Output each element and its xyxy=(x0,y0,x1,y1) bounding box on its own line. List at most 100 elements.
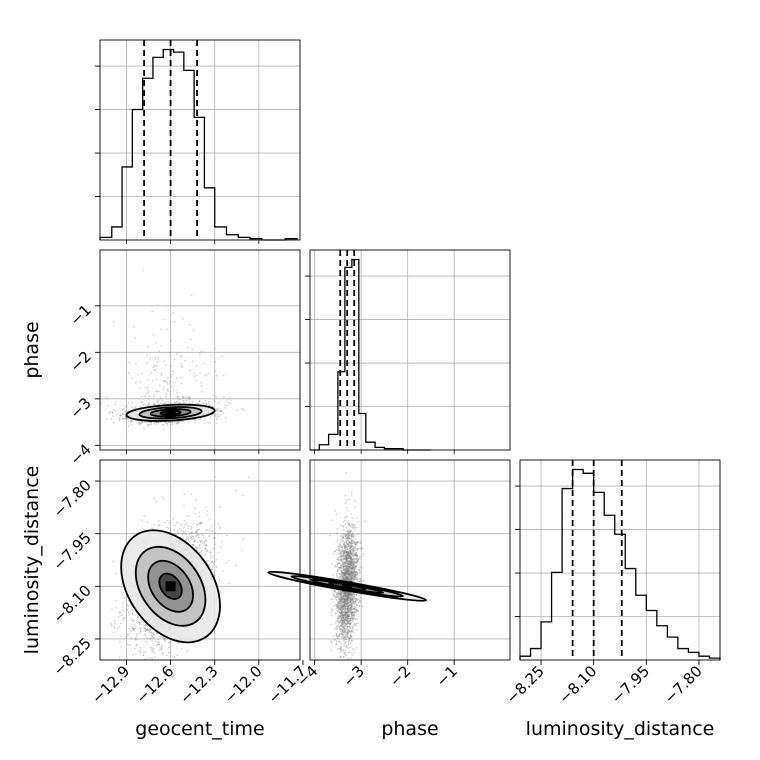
panel-phase-vs-geocent-time-point xyxy=(126,417,128,420)
panel-phase-vs-geocent-time-point xyxy=(147,423,149,426)
panel-phase-vs-geocent-time-point xyxy=(192,400,194,403)
panel-phase-vs-geocent-time-point xyxy=(180,363,182,366)
panel-lumdist-vs-geocent-time-point xyxy=(199,540,202,543)
panel-phase-vs-geocent-time-point xyxy=(151,310,154,313)
panel-lumdist-vs-geocent-time-point xyxy=(144,657,147,660)
panel-phase-vs-geocent-time-point xyxy=(136,373,139,376)
panel-phase-vs-geocent-time-point xyxy=(166,328,168,331)
panel-lumdist-vs-geocent-time-point xyxy=(164,638,166,641)
panel-hist-phase-grid xyxy=(310,250,510,450)
panel-phase-vs-geocent-time-point xyxy=(145,393,148,395)
panel-phase-vs-geocent-time-point xyxy=(131,377,134,379)
panel-lumdist-vs-geocent-time-point xyxy=(180,528,183,531)
panel-lumdist-vs-geocent-time-point xyxy=(195,499,198,502)
panel-phase-vs-geocent-time-point xyxy=(215,414,217,417)
panel-phase-vs-geocent-time-point xyxy=(227,401,230,404)
panel-phase-vs-geocent-time-point xyxy=(176,421,179,424)
panel-phase-vs-geocent-time-point xyxy=(216,413,219,416)
panel-lumdist-vs-geocent-time-point xyxy=(248,476,250,479)
panel-lumdist-vs-geocent-time-point xyxy=(191,543,194,546)
panel-hist-geocent-time-frame xyxy=(99,39,301,241)
panel-phase-vs-geocent-time-point xyxy=(215,395,217,398)
panel-lumdist-vs-geocent-time-point xyxy=(208,530,211,533)
panel-lumdist-vs-geocent-time-point xyxy=(184,530,187,532)
panel-lumdist-vs-geocent-time-point xyxy=(192,537,195,539)
panel-phase-vs-geocent-time-point xyxy=(140,400,143,403)
panel-lumdist-vs-geocent-time-point xyxy=(140,519,143,522)
panel-phase-vs-geocent-time-point xyxy=(207,400,210,403)
panel-lumdist-vs-geocent-time-point xyxy=(165,654,168,657)
panel-lumdist-vs-geocent-time-point xyxy=(206,510,209,512)
panel-phase-vs-geocent-time-point xyxy=(220,410,222,413)
panel-phase-vs-geocent-time-point xyxy=(149,404,152,406)
panel-phase-vs-geocent-time-point xyxy=(106,397,108,399)
panel-lumdist-vs-geocent-time-point xyxy=(137,621,140,623)
panel-phase-vs-geocent-time-point xyxy=(160,328,163,331)
panel-lumdist-vs-geocent-time-point xyxy=(118,626,121,629)
panel-lumdist-vs-geocent-time-point xyxy=(197,549,199,552)
panel-phase-vs-geocent-time-point xyxy=(130,420,133,423)
panel-phase-vs-geocent-time-point xyxy=(163,318,165,321)
panel-lumdist-vs-geocent-time-point xyxy=(131,608,133,611)
panel-phase-vs-geocent-time-point xyxy=(227,404,229,407)
panel-phase-vs-geocent-time-point xyxy=(217,408,219,410)
panel-lumdist-vs-geocent-time-point xyxy=(190,493,193,495)
panel-lumdist-vs-geocent-time-point xyxy=(208,518,211,521)
panel-phase-vs-geocent-time-point xyxy=(130,423,133,426)
panel-lumdist-vs-geocent-time-point xyxy=(177,532,180,535)
panel-lumdist-vs-geocent-time-point xyxy=(152,650,154,652)
panel-lumdist-vs-geocent-time-point xyxy=(202,534,204,537)
panel-phase-vs-geocent-time-point xyxy=(166,423,169,426)
panel-lumdist-vs-geocent-time-point xyxy=(148,656,151,659)
panel-lumdist-vs-geocent-time-point xyxy=(112,560,115,563)
panel-lumdist-vs-geocent-time-point xyxy=(226,534,229,536)
panel-lumdist-vs-geocent-time-point xyxy=(131,619,134,622)
panel-phase-vs-geocent-time-point xyxy=(167,309,170,312)
panel-lumdist-vs-geocent-time-point xyxy=(195,535,197,537)
panel-lumdist-vs-geocent-time-point xyxy=(117,616,120,618)
panel-phase-vs-geocent-time-point xyxy=(147,345,150,348)
panel-lumdist-vs-geocent-time-point xyxy=(155,501,158,503)
panel-lumdist-vs-geocent-time-point xyxy=(139,647,142,649)
panel-lumdist-vs-geocent-time-point xyxy=(205,547,207,550)
panel-lumdist-vs-geocent-time-point xyxy=(242,538,245,541)
panel-phase-vs-geocent-time-point xyxy=(222,374,225,377)
panel-phase-vs-geocent-time-point xyxy=(177,402,180,404)
panel-phase-vs-geocent-time-point xyxy=(200,381,203,384)
panel-phase-vs-geocent-time-point xyxy=(191,348,194,351)
panel-lumdist-vs-geocent-time-point xyxy=(160,646,163,649)
panel-lumdist-vs-geocent-time-point xyxy=(203,536,206,539)
panel-lumdist-vs-geocent-time-point xyxy=(126,603,128,606)
panel-phase-vs-geocent-time-point xyxy=(188,397,191,400)
panel-lumdist-vs-geocent-time-point xyxy=(169,529,172,532)
panel-phase-vs-geocent-time-point xyxy=(198,400,201,402)
panel-phase-vs-geocent-time-point xyxy=(189,395,192,398)
panel-phase-vs-geocent-time-point xyxy=(188,396,191,399)
panel-lumdist-vs-geocent-time-point xyxy=(188,515,191,517)
panel-phase-vs-geocent-time-point xyxy=(215,410,218,412)
panel-lumdist-vs-geocent-time-point xyxy=(168,641,171,643)
panel-phase-vs-geocent-time-point xyxy=(123,405,125,407)
panel-phase-vs-geocent-time-point xyxy=(176,391,179,394)
panel-lumdist-vs-geocent-time-point xyxy=(151,637,154,639)
panel-lumdist-vs-geocent-time-point xyxy=(138,650,140,653)
panel-lumdist-vs-geocent-time-point xyxy=(209,551,212,554)
panel-phase-vs-geocent-time-point xyxy=(127,424,130,427)
panel-phase-vs-geocent-time-point xyxy=(170,340,173,342)
panel-lumdist-vs-geocent-time-point xyxy=(158,648,161,651)
panel-phase-vs-geocent-time-point xyxy=(106,405,109,407)
panel-phase-vs-geocent-time-point xyxy=(180,382,183,385)
panel-phase-vs-geocent-time-point xyxy=(209,404,212,407)
panel-lumdist-vs-geocent-time-point xyxy=(160,648,163,651)
panel-phase-vs-geocent-time-point xyxy=(141,372,144,375)
panel-lumdist-vs-geocent-time-point xyxy=(145,624,147,627)
panel-lumdist-vs-geocent-time-point xyxy=(118,611,121,614)
panel-phase-vs-geocent-time-point xyxy=(146,354,148,356)
panel-phase-vs-geocent-time-point xyxy=(121,409,124,412)
panel-phase-vs-geocent-time-point xyxy=(113,421,115,424)
panel-phase-vs-geocent-time-point xyxy=(132,325,135,328)
panel-lumdist-vs-geocent-time-point xyxy=(198,545,201,548)
panel-phase-vs-geocent-time-point xyxy=(241,407,244,410)
panel-phase-vs-geocent-time-point xyxy=(121,418,124,420)
panel-phase-vs-geocent-time-point xyxy=(163,360,166,363)
